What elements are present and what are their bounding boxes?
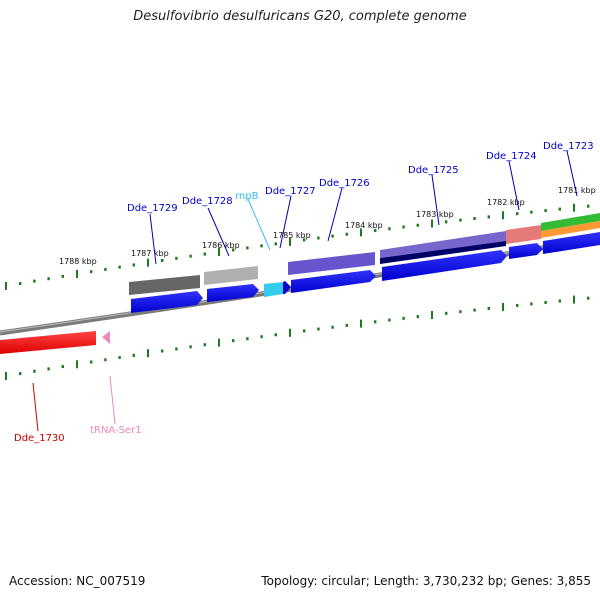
feature-bar-1726[interactable] [288,252,375,275]
leader-dde-1727 [279,195,292,249]
gene-arrow-trna-ser1[interactable] [102,331,110,344]
leader-dde-1730 [32,382,39,432]
kbp-label-1784: 1784 kbp [345,221,383,230]
gene-label-dde-1730: Dde_1730 [14,433,65,444]
leader-dde-1723 [566,150,578,197]
map-title: Desulfovibrio desulfuricans G20, complet… [133,9,467,24]
gene-arrow-dde-1729[interactable] [131,291,203,313]
gene-label-dde-1727: Dde_1727 [265,186,316,197]
gene-arrow-rnpb[interactable] [264,282,289,297]
leader-dde-1724 [508,160,520,211]
feature-bar-1725a[interactable] [380,231,506,258]
gene-label-rnpb: rnpB [235,191,259,202]
feature-bar-1723b[interactable] [541,221,600,238]
leader-trna-ser1 [109,375,116,425]
kbp-label-1787: 1787 kbp [131,249,169,258]
genome-summary-text: Topology: circular; Length: 3,730,232 bp… [261,574,591,588]
feature-bar-1723a[interactable] [541,213,600,231]
outer-tick-marks [5,203,590,290]
leader-dde-1728 [207,207,230,257]
feature-bar-1728[interactable] [204,266,258,285]
kbp-label-1785: 1785 kbp [273,231,311,240]
gene-arrow-dde-1727[interactable] [283,281,291,294]
kbp-label-1788: 1788 kbp [59,257,97,266]
gene-arrow-dde-1730[interactable] [0,331,96,354]
kbp-label-1786: 1786 kbp [202,241,240,250]
gene-arrow-dde-1728[interactable] [207,284,259,302]
feature-bar-1729[interactable] [129,275,200,295]
accession-text: Accession: NC_007519 [9,574,146,588]
gene-label-dde-1726: Dde_1726 [319,178,370,189]
gene-label-dde-1725: Dde_1725 [408,165,459,176]
feature-bar-1725b[interactable] [380,241,506,264]
gene-label-trna-ser1: tRNA-Ser1 [90,425,142,436]
kbp-label-1783: 1783 kbp [416,210,454,219]
gene-label-dde-1728: Dde_1728 [182,196,233,207]
gene-arrow-dde-1724[interactable] [509,243,543,259]
gene-label-dde-1724: Dde_1724 [486,151,537,162]
gene-arrow-dde-1725[interactable] [382,250,507,281]
gene-arrow-dde-1726[interactable] [291,270,376,293]
leader-rnpb [247,198,271,251]
inner-tick-marks [5,295,590,380]
leader-dde-1725 [431,174,440,226]
gene-arrow-dde-1723[interactable] [543,232,600,254]
kbp-label-1781: 1781 kbp [558,186,596,195]
leader-dde-1726 [327,187,343,242]
kbp-label-1782: 1782 kbp [487,198,525,207]
gene-label-dde-1723: Dde_1723 [543,141,594,152]
gene-label-dde-1729: Dde_1729 [127,203,178,214]
leader-dde-1729 [149,213,157,265]
feature-bar-1724[interactable] [506,225,541,244]
